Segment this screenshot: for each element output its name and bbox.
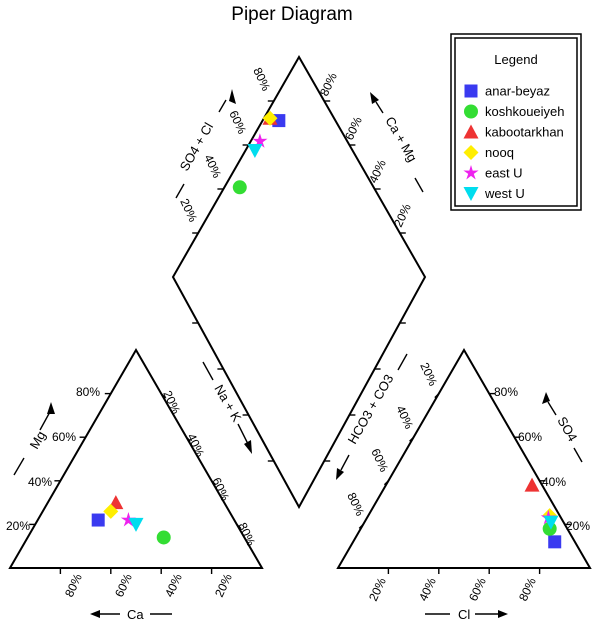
anion-left-tick-4	[434, 393, 440, 399]
cation-point-east-U	[120, 512, 136, 527]
camg-arrow	[370, 92, 379, 104]
cation-ca-tick-60: 60%	[112, 571, 135, 599]
legend-marker-kabootarkhan	[463, 124, 479, 139]
anion-so4-tick-60: 60%	[518, 430, 542, 444]
legend-marker-nooq	[463, 145, 479, 160]
anion-left-tick-2	[383, 480, 389, 486]
data-points	[91, 110, 562, 549]
anion-point-anar-beyaz	[548, 535, 562, 549]
anion-so4-tick-80: 80%	[494, 385, 518, 399]
nak-arrow	[244, 440, 252, 454]
diamond-so4cl-tick-80: 80%	[250, 65, 273, 93]
cation-nak-tick-60: 60%	[209, 475, 232, 503]
cation-mg-tick-40: 40%	[28, 475, 52, 489]
legend: Legend anar-beyaz koshkoueiyeh kabootarkha…	[450, 33, 582, 211]
legend-title: Legend	[494, 52, 537, 67]
diamond-camg-tick-20: 20%	[391, 201, 414, 229]
legend-frame-inner	[454, 37, 578, 207]
diamond-so4cl-tick-20: 20%	[177, 196, 200, 224]
legend-label-west-U: west U	[484, 186, 525, 201]
cation-point-west-U	[128, 517, 144, 532]
diamond-point-west-U	[247, 144, 263, 158]
diamond-camg-tick-40: 40%	[366, 157, 389, 185]
cation-ca-tick-20: 20%	[212, 571, 235, 599]
diamond-so4cl-tick-40: 40%	[201, 152, 224, 180]
axis-ticks	[29, 100, 571, 574]
mg-arrow	[47, 402, 55, 414]
cation-nak-tick-20: 20%	[160, 388, 183, 416]
anion-left-tick-3	[409, 436, 415, 442]
anion-point-kabootarkhan	[524, 477, 540, 492]
cation-point-anar-beyaz	[91, 513, 105, 527]
cl-arrow	[498, 610, 508, 618]
anion-triangle-frame	[336, 348, 592, 569]
cation-ca-tick-40: 40%	[162, 571, 185, 599]
so4cl-arrow	[229, 89, 236, 104]
diamond-point-koshkoueiyeh	[232, 180, 247, 195]
legend-label-east-U: east U	[485, 166, 523, 181]
cation-nak-tick-40: 40%	[184, 431, 207, 459]
anion-so4-tick-20: 20%	[566, 519, 590, 533]
chart-title: Piper Diagram	[231, 4, 352, 25]
cation-ca-axis-title: Ca	[127, 607, 144, 622]
so4-arrow	[542, 392, 550, 404]
anion-hco3-tick-80: 80%	[344, 490, 367, 518]
cation-mg-tick-80: 80%	[76, 385, 100, 399]
anion-cl-axis-title: Cl	[458, 607, 470, 622]
cation-right-tick-4	[160, 393, 166, 399]
anion-so4-tick-40: 40%	[542, 475, 566, 489]
legend-marker-koshkoueiyeh	[464, 104, 478, 119]
diamond-camg-tick-60: 60%	[342, 114, 365, 142]
cation-nak-tick-80: 80%	[235, 520, 258, 548]
diamond-frame	[171, 54, 427, 510]
cation-point-koshkoueiyeh	[156, 530, 171, 545]
anion-left-tick-1	[358, 523, 364, 529]
anion-hco3-tick-60: 60%	[368, 446, 391, 474]
diamond-point-east-U	[252, 133, 268, 148]
anion-hco3-tick-20: 20%	[417, 360, 440, 388]
cation-nak-axis-title: Na + K	[211, 382, 244, 425]
anion-cl-tick-80: 80%	[516, 575, 539, 603]
legend-marker-west-U	[463, 187, 479, 201]
cation-right-tick-2	[211, 480, 217, 486]
cation-ca-tick-80: 80%	[62, 571, 85, 599]
diamond-camg-tick-80: 80%	[317, 70, 340, 98]
legend-label-koshkoueiyeh: koshkoueiyeh	[485, 104, 565, 119]
hco3-arrow	[336, 468, 344, 480]
cation-mg-tick-60: 60%	[52, 430, 76, 444]
anion-cl-tick-60: 60%	[466, 575, 489, 603]
anion-so4-axis-title: SO4	[554, 414, 580, 444]
ca-arrow	[90, 610, 100, 618]
anion-hco3-tick-40: 40%	[393, 403, 416, 431]
cation-right-tick-3	[185, 436, 191, 442]
cation-right-tick-1	[236, 523, 242, 529]
anion-point-west-U	[543, 515, 559, 530]
cation-point-nooq	[103, 503, 119, 519]
legend-label-kabootarkhan: kabootarkhan	[485, 125, 564, 140]
legend-label-nooq: nooq	[485, 145, 514, 160]
cation-triangle-frame	[8, 348, 264, 569]
diamond-camg-axis-title: Ca + Mg	[382, 114, 420, 164]
cation-mg-tick-20: 20%	[6, 519, 30, 533]
cation-mg-axis-title: Mg	[27, 428, 49, 451]
legend-label-anar-beyaz: anar-beyaz	[485, 84, 550, 99]
anion-cl-tick-20: 20%	[366, 575, 389, 603]
diamond-point-nooq	[262, 110, 278, 126]
anion-cl-tick-40: 40%	[416, 575, 439, 603]
legend-marker-east-U	[463, 165, 479, 180]
legend-marker-anar-beyaz	[464, 84, 478, 98]
legend-frame-outer	[450, 33, 582, 211]
diamond-so4cl-tick-60: 60%	[226, 108, 249, 136]
